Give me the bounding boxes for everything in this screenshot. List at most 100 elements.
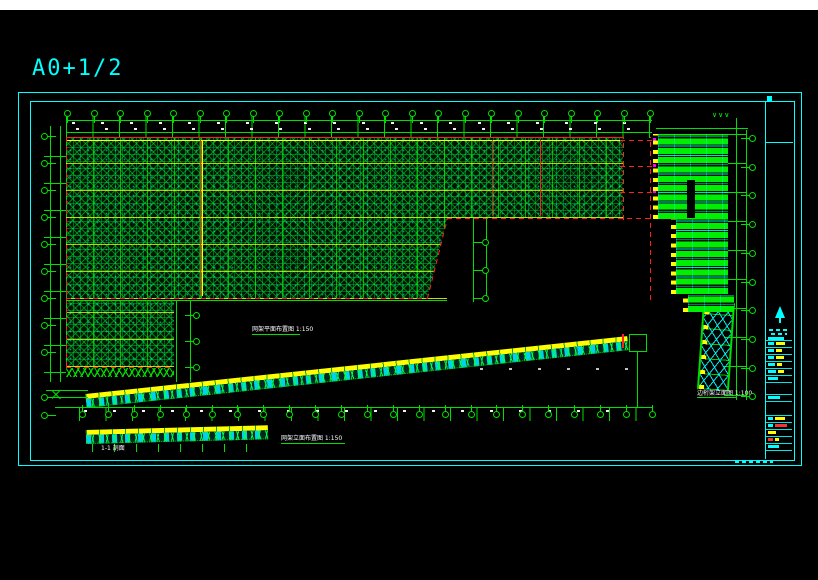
- mid-axis-bubble: [482, 267, 489, 274]
- axis-stem: [160, 405, 161, 411]
- titleblock-text-fragment: [768, 417, 773, 420]
- axis-stem: [474, 298, 482, 299]
- section-truss-supports: [92, 444, 268, 452]
- axis-stem: [48, 352, 56, 353]
- sheet-frame-outer: [18, 92, 802, 466]
- axis-stem: [652, 405, 653, 411]
- top-axis-bubble: [462, 110, 469, 117]
- axis-stem: [419, 405, 420, 411]
- truss-start-line: [46, 390, 88, 391]
- right-axis-bubble: [749, 393, 756, 400]
- baseline-axis-bubble: [519, 411, 526, 418]
- axis-stem: [359, 117, 360, 123]
- titleblock-logo-icon: [771, 306, 789, 326]
- axis-stem: [571, 117, 572, 123]
- titleblock-row: [766, 369, 792, 376]
- top-axis-bubble: [594, 110, 601, 117]
- titleblock-top-mark: [767, 96, 772, 101]
- titleblock-row: [766, 383, 792, 395]
- axis-stem: [393, 405, 394, 411]
- elevation-title-label: 网架立面布置图 1:150: [281, 435, 343, 442]
- titleblock-text-fragment: [775, 424, 787, 427]
- axis-stem: [82, 405, 83, 411]
- left-grid-ticks: [44, 133, 66, 373]
- connector-dashed-3: [620, 192, 656, 193]
- titleblock-text-fragment: [768, 431, 776, 434]
- baseline-axis-bubble: [79, 411, 86, 418]
- baseline-axis-bubble: [157, 411, 164, 418]
- axis-stem: [548, 405, 549, 411]
- right-axis-bubble: [749, 250, 756, 257]
- top-chord-line-yellow: [66, 140, 623, 141]
- right-rail-line-2: [746, 130, 747, 400]
- axis-stem: [48, 298, 56, 299]
- axis-stem: [544, 117, 545, 123]
- louver-end-wedges: [653, 134, 658, 219]
- louver-top-rail: [656, 128, 748, 129]
- mid-dimension-row: [480, 368, 630, 370]
- right-axis-bubble: [749, 307, 756, 314]
- titleblock-logo-caption-2: [771, 333, 787, 335]
- axis-stem: [341, 405, 342, 411]
- axis-bottom-dashed-lower: [66, 367, 174, 368]
- titleblock-text-fragment: [768, 337, 784, 340]
- titleblock-row: [766, 348, 792, 355]
- titleblock-text-fragment: [768, 370, 776, 373]
- axis-stem: [574, 405, 575, 411]
- titleblock-left-border: [765, 102, 766, 459]
- axis-stem: [741, 224, 749, 225]
- baseline-axis-bubble: [390, 411, 397, 418]
- axis-stem: [185, 315, 193, 316]
- axis-stem: [306, 117, 307, 123]
- truss-end-post: [637, 351, 638, 407]
- baseline-axis-bubble: [131, 411, 138, 418]
- titleblock-row: [766, 430, 792, 437]
- titleblock-row: [766, 423, 792, 430]
- axis-stem: [474, 270, 482, 271]
- right-axis-bubble: [749, 221, 756, 228]
- titleblock-row: [766, 376, 792, 383]
- connector-dashed-1: [620, 140, 656, 141]
- notch-column-line-2: [486, 218, 487, 302]
- baseline-axis-bubble: [416, 411, 423, 418]
- top-axis-bubble: [170, 110, 177, 117]
- axis-stem: [522, 405, 523, 411]
- roof-plan-upper-band: [66, 137, 623, 218]
- titleblock-text-fragment: [776, 356, 784, 359]
- titleblock-text-fragment: [768, 342, 774, 345]
- joint-line-2: [540, 140, 541, 216]
- left-axis-bubble: [41, 295, 48, 302]
- baseline-axis-bubble: [623, 411, 630, 418]
- right-axis-bubble: [749, 192, 756, 199]
- baseline-axis-bubble: [260, 411, 267, 418]
- roof-plan-lower-left-block: [66, 300, 174, 367]
- titleblock-text-fragment: [768, 424, 773, 427]
- axis-stem: [263, 405, 264, 411]
- axis-bottom-dashed-band: [447, 218, 655, 219]
- lower-left-axis-bubble: [193, 338, 200, 345]
- top-axis-bubble: [488, 110, 495, 117]
- axis-stem: [471, 405, 472, 411]
- side-elevation-underline: [697, 397, 737, 398]
- mid-axis-bubble: [482, 295, 489, 302]
- top-axis-bubble: [91, 110, 98, 117]
- dimension-text-row: [72, 122, 638, 124]
- side-elevation-label: 边桁架立面图 1:100: [697, 390, 753, 397]
- axis-stem: [253, 117, 254, 123]
- axis-stem: [186, 405, 187, 411]
- top-axis-bubble: [329, 110, 336, 117]
- lower-left-axis-bubble: [193, 364, 200, 371]
- baseline-axis-bubble: [545, 411, 552, 418]
- axis-stem: [741, 310, 749, 311]
- top-axis-bubble: [356, 110, 363, 117]
- titleblock-row: [766, 395, 792, 402]
- titleblock-row: [766, 341, 792, 348]
- louver-end-wedges: [683, 295, 688, 312]
- axis-stem: [185, 367, 193, 368]
- lower-left-axis-bubble: [193, 312, 200, 319]
- direction-arrow-icons: ∨∨∨: [712, 111, 731, 119]
- axis-stem: [48, 397, 56, 398]
- titleblock-row: [766, 402, 792, 416]
- bottom-edge-main: [66, 300, 447, 301]
